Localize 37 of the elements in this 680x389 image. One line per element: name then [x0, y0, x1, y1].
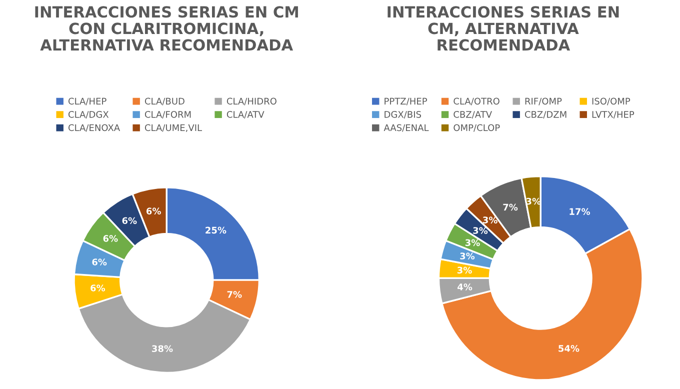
data-label: 4%	[458, 284, 472, 290]
legend-label: PPTZ/HEP	[384, 98, 428, 106]
data-label: 3%	[473, 227, 488, 234]
legend-label: CBZ/ATV	[454, 111, 492, 119]
chart-title: INTERACCIONES SERIAS EN CM, ALTERNATIVA RECOMENDADA	[388, 6, 619, 51]
data-label: 3%	[457, 266, 472, 274]
data-label: 54%	[558, 344, 580, 352]
data-label: 7%	[227, 291, 242, 298]
legend-label: ISO/OMP	[592, 98, 630, 106]
data-label: 3%	[483, 216, 498, 224]
legend-label: CLA/BUD	[144, 98, 184, 106]
chart-title: INTERACCIONES SERIAS EN CM CON CLARITROMICINA, ALTERNATIVA RECOMENDADA	[35, 6, 298, 51]
data-label: 6%	[103, 235, 118, 242]
legend-label: DGX/BIS	[384, 111, 422, 119]
data-label: 7%	[503, 204, 518, 211]
legend-label: LVTX/HEP	[592, 111, 634, 119]
data-label: 6%	[90, 284, 106, 292]
legend-label: RIF/OMP	[525, 98, 562, 106]
data-label: 3%	[465, 239, 480, 246]
legend-label: CBZ/DZM	[524, 111, 566, 119]
legend-label: CLA/DGX	[68, 111, 109, 119]
data-label: 17%	[570, 208, 590, 215]
legend-label: CLA/OTRO	[454, 98, 500, 106]
legend-label: CLA/ENOXA	[68, 124, 120, 132]
data-label: 25%	[206, 226, 226, 234]
data-label: 6%	[146, 208, 161, 214]
legend-label: CLA/HIDRO	[226, 98, 276, 106]
legend-label: AAS/ENAL	[384, 124, 429, 132]
legend-label: CLA/ATV	[226, 111, 264, 119]
legend-label: CLA/HEP	[68, 98, 106, 106]
data-label: 6%	[122, 217, 137, 224]
data-label: 6%	[92, 258, 107, 266]
legend-label: CLA/FORM	[144, 111, 191, 119]
legend-label: OMP/CLOP	[454, 124, 500, 132]
legend-label: CLA/UME,VIL	[144, 124, 202, 132]
data-label: 3%	[460, 252, 475, 260]
data-label: 38%	[152, 345, 173, 352]
